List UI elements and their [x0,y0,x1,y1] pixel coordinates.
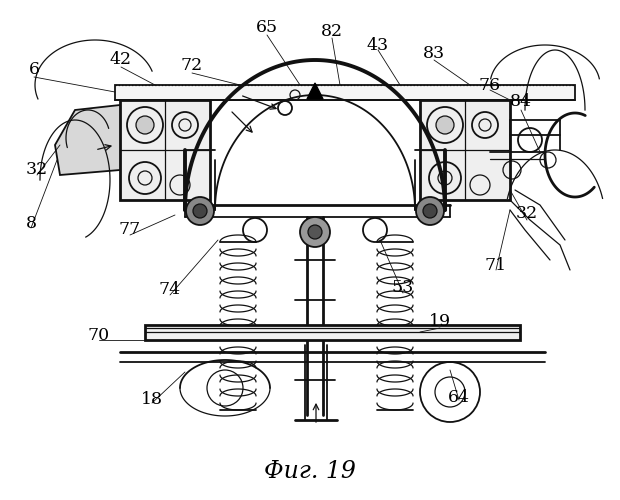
Text: 83: 83 [423,44,445,62]
Circle shape [416,197,444,225]
Text: 72: 72 [181,56,203,74]
Text: 32: 32 [26,162,48,178]
Polygon shape [420,100,510,200]
Text: 71: 71 [485,256,507,274]
Text: 84: 84 [510,94,532,110]
Polygon shape [55,105,120,175]
Text: 64: 64 [448,388,470,406]
Polygon shape [120,100,210,200]
Text: 32: 32 [516,206,538,222]
Polygon shape [307,83,323,99]
Text: 76: 76 [479,76,501,94]
Text: 43: 43 [367,36,389,54]
Circle shape [186,197,214,225]
Polygon shape [115,85,575,100]
Text: 53: 53 [392,280,414,296]
Text: 65: 65 [256,20,278,36]
Text: 8: 8 [25,214,37,232]
Circle shape [193,204,207,218]
Text: 42: 42 [110,52,132,68]
Circle shape [136,116,154,134]
Circle shape [436,116,454,134]
Text: 74: 74 [159,282,181,298]
Polygon shape [145,325,520,340]
Circle shape [300,217,330,247]
Text: 19: 19 [429,314,451,330]
Text: 18: 18 [141,392,163,408]
Text: 6: 6 [29,62,40,78]
Text: 77: 77 [119,222,141,238]
Text: 70: 70 [88,326,110,344]
Circle shape [423,204,437,218]
Text: Фиг. 19: Фиг. 19 [264,460,356,483]
Circle shape [308,225,322,239]
Text: 82: 82 [321,24,343,40]
